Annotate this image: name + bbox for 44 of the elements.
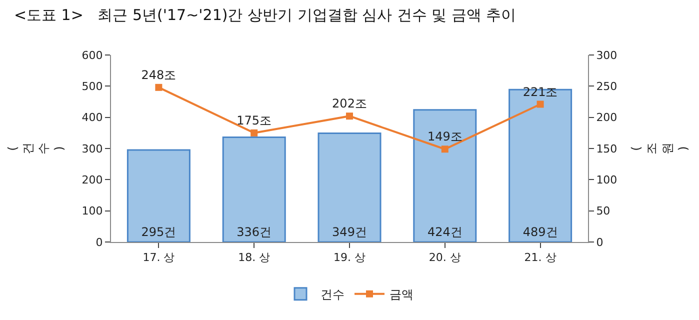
y-tick-label: 0 xyxy=(96,236,103,249)
y2-tick-label: 50 xyxy=(596,204,610,218)
data-label: 349건 xyxy=(332,225,367,239)
y2-tick-label: 300 xyxy=(596,48,618,62)
y-tick-label: 400 xyxy=(82,111,103,124)
bar xyxy=(318,132,382,242)
y-tick-label: 500 xyxy=(82,80,103,94)
bar xyxy=(126,149,190,242)
point xyxy=(155,84,162,91)
bar xyxy=(222,136,286,242)
data-label: 295건 xyxy=(141,225,176,239)
chart-title: <도표 1> 최근 5년('17~'21)간 상반기 기업결합 심사 건수 및 금액 추이 xyxy=(14,6,516,24)
data-label: 248조 xyxy=(141,68,176,82)
y-tick-label: 100 xyxy=(82,204,103,218)
legend-label: 금액 xyxy=(390,288,414,302)
point xyxy=(250,129,258,136)
data-label: 149조 xyxy=(427,130,462,144)
point xyxy=(536,100,544,108)
y2-tick-label: 100 xyxy=(596,174,618,187)
x-tick-label: 20. 상 xyxy=(428,251,461,264)
y2-tick-label: 200 xyxy=(596,111,618,124)
y-tick-label: 600 xyxy=(82,48,103,62)
x-tick-label: 21. 상 xyxy=(524,251,556,264)
data-label: 221조 xyxy=(522,84,558,99)
data-label: 489건 xyxy=(522,225,558,239)
bar xyxy=(413,109,477,242)
legend-label: 건수 xyxy=(320,288,344,302)
data-label: 175조 xyxy=(236,114,272,128)
y-axis-title: (건수) xyxy=(5,142,66,154)
y2-tick-label: 150 xyxy=(596,142,618,156)
x-tick-label: 18. 상 xyxy=(238,251,270,264)
y-tick-label: 300 xyxy=(82,142,103,156)
bar xyxy=(508,88,572,242)
data-label: 336건 xyxy=(236,225,272,239)
y-tick-label: 200 xyxy=(82,174,103,187)
x-tick-label: 17. 상 xyxy=(142,251,175,264)
y2-axis-title: (조원) xyxy=(629,142,690,154)
data-label: 424건 xyxy=(427,225,462,239)
data-label: 202조 xyxy=(332,96,367,111)
x-tick-label: 19. 상 xyxy=(334,251,366,264)
y2-tick-label: 250 xyxy=(596,80,618,94)
point xyxy=(346,112,353,120)
point xyxy=(441,146,448,153)
y2-tick-label: 0 xyxy=(596,236,604,249)
